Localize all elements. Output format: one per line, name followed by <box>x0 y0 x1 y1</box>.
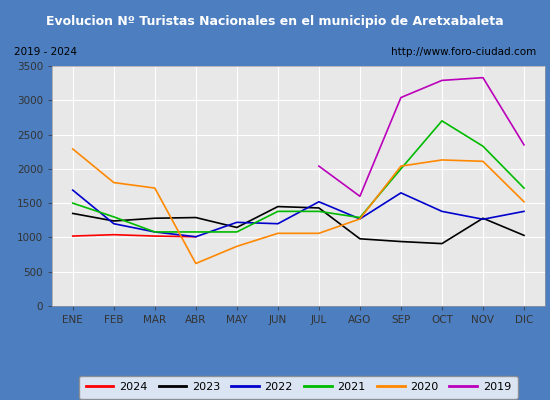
Text: Evolucion Nº Turistas Nacionales en el municipio de Aretxabaleta: Evolucion Nº Turistas Nacionales en el m… <box>46 14 504 28</box>
Legend: 2024, 2023, 2022, 2021, 2020, 2019: 2024, 2023, 2022, 2021, 2020, 2019 <box>79 376 518 399</box>
Text: http://www.foro-ciudad.com: http://www.foro-ciudad.com <box>390 47 536 57</box>
Text: 2019 - 2024: 2019 - 2024 <box>14 47 77 57</box>
